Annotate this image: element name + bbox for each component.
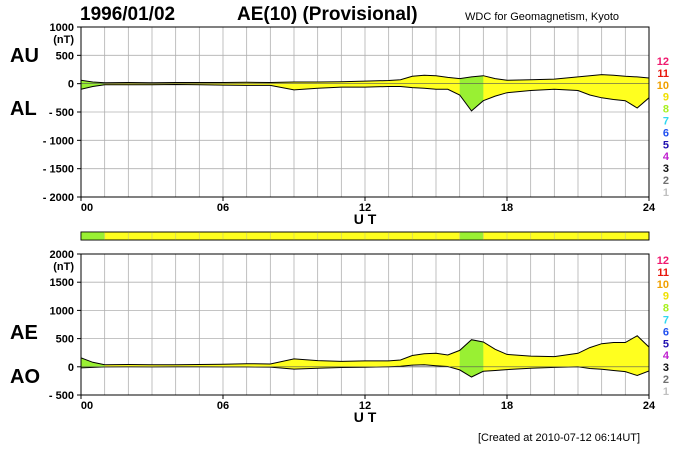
created-timestamp: [Created at 2010-07-12 06:14UT] (478, 432, 641, 444)
activity-scale-label: 12 (657, 56, 669, 68)
y-tick-label: 1000 (50, 305, 74, 317)
interval-bar-frame (80, 231, 650, 241)
series-line-au (81, 74, 649, 84)
y-tick-label: - 1500 (43, 164, 74, 176)
x-tick-label: 12 (359, 400, 371, 412)
activity-scale-label: 10 (657, 279, 669, 291)
x-axis-label: U T (354, 211, 377, 227)
x-tick-label: 24 (643, 202, 656, 214)
y-tick-label: - 2000 (43, 192, 74, 204)
x-tick-label: 06 (217, 202, 229, 214)
y-tick-label: 0 (68, 362, 74, 374)
activity-scale-label: 12 (657, 255, 669, 267)
side-label-au: AU (10, 45, 39, 67)
y-tick-label: - 500 (49, 390, 74, 402)
side-label-ae: AE (10, 322, 38, 344)
x-tick-label: 12 (359, 202, 371, 214)
y-tick-label: 0 (68, 79, 74, 91)
x-tick-label: 06 (217, 400, 229, 412)
y-tick-label: 2000 (50, 249, 74, 261)
chart-date: 1996/01/02 (80, 4, 176, 25)
side-label-al: AL (10, 98, 37, 120)
activity-scale-label: 8 (663, 303, 669, 315)
data-source-label: WDC for Geomagnetism, Kyoto (465, 11, 620, 23)
interval-bar-green-segment (459, 232, 484, 240)
y-tick-label: 500 (56, 50, 74, 62)
activity-interval-bar (80, 231, 650, 241)
au-al-panel: 1000 500 0 - 500 - 1000 - 1500 - 2000 (nT) 00 06 1… (10, 22, 656, 227)
activity-scale-label: 5 (663, 139, 669, 151)
x-tick-label: 00 (81, 202, 93, 214)
grid (81, 27, 649, 197)
y-tick-label: 500 (56, 334, 74, 346)
series-line-ae (81, 335, 649, 366)
y-tick-label: 1500 (50, 277, 74, 289)
activity-scale-label: 11 (657, 68, 669, 80)
activity-scale-label: 2 (663, 374, 669, 386)
activity-scale-label: 10 (657, 80, 669, 92)
activity-scale-label: 11 (657, 267, 669, 279)
activity-scale-label: 9 (663, 92, 669, 104)
activity-scale-label: 5 (663, 338, 669, 350)
y-tick-label: 1000 (50, 22, 74, 34)
activity-scale-label: 1 (663, 187, 669, 199)
side-label-ao: AO (10, 366, 40, 388)
activity-scale-label: 6 (663, 326, 669, 338)
x-tick-label: 00 (81, 400, 93, 412)
interval-bar-green-segment (81, 232, 105, 240)
x-tick-label: 24 (643, 400, 656, 412)
ae-ao-panel: 2000 1500 1000 500 0 - 500 (nT) 00 06 12 18 24 U T AE… (10, 249, 656, 425)
activity-scale-label: 7 (663, 315, 669, 327)
activity-scale-label: 7 (663, 116, 669, 128)
activity-scale-label: 4 (663, 151, 670, 163)
x-tick-label: 18 (501, 202, 513, 214)
green-interval-area (459, 339, 484, 377)
x-axis-label: U T (354, 409, 377, 425)
y-tick-label: - 500 (49, 107, 74, 119)
activity-scale-label: 8 (663, 104, 669, 116)
y-unit-label: (nT) (53, 261, 74, 273)
chart-title: AE(10) (Provisional) (237, 4, 418, 25)
activity-scale-label: 1 (663, 386, 669, 398)
y-tick-label: - 1000 (43, 135, 74, 147)
y-unit-label: (nT) (53, 34, 74, 46)
activity-scale-label: 2 (663, 175, 669, 187)
activity-scale-label: 3 (663, 362, 669, 374)
activity-scale-label: 4 (663, 350, 670, 362)
x-tick-label: 18 (501, 400, 513, 412)
series-line-al (81, 83, 649, 112)
grid (81, 254, 649, 395)
activity-scale-label: 9 (663, 291, 669, 303)
activity-scale-label: 6 (663, 127, 669, 139)
activity-scale-label: 3 (663, 163, 669, 175)
